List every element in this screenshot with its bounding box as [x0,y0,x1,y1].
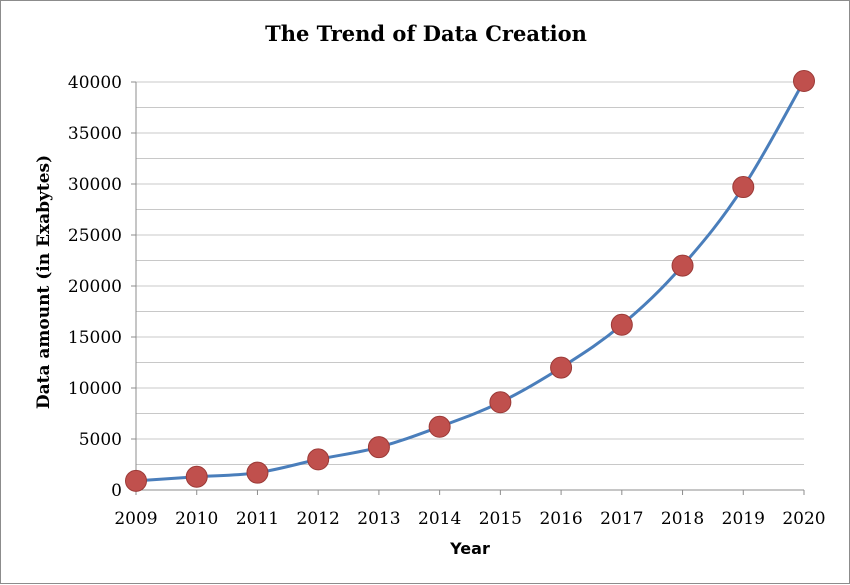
series [135,80,806,483]
y-tick-label: 10000 [68,379,122,399]
x-tick-labels: 2009 2010 2011 2012 2013 2014 2015 2016 2017 2018… [114,509,825,529]
series-line [135,80,806,483]
y-tick-labels: 0 5000 10000 15000 20000 25000 30000 35000 40000 [68,73,122,501]
data-point [793,69,815,92]
data-point [246,461,269,484]
x-axis-label: Year [449,539,490,558]
data-point [367,436,390,459]
x-tick-label: 2015 [479,509,522,529]
markers [125,69,815,492]
x-tick-label: 2009 [114,509,157,529]
y-tick-label: 35000 [68,124,122,144]
x-tick-label: 2016 [539,509,582,529]
y-tick-label: 5000 [79,430,122,450]
x-tick-label: 2013 [357,509,400,529]
data-point [732,176,755,199]
x-tick-label: 2012 [297,509,340,529]
axes [131,81,805,495]
data-point [307,448,330,471]
data-point [671,254,694,277]
x-tick-label: 2014 [418,509,461,529]
y-tick-label: 15000 [68,328,122,348]
data-point [550,356,573,379]
x-tick-label: 2011 [236,509,279,529]
data-point [489,391,512,414]
y-axis-label: Data amount (in Exabytes) [34,155,54,409]
x-tick-label: 2020 [782,509,825,529]
data-point [428,415,451,438]
data-point [610,313,633,336]
x-tick-label: 2010 [175,509,218,529]
x-tick-label: 2019 [722,509,765,529]
data-point [185,465,208,488]
gridlines [136,81,804,465]
y-tick-label: 40000 [68,73,122,93]
chart-title: The Trend of Data Creation [265,21,587,46]
x-tick-label: 2018 [661,509,704,529]
x-tick-label: 2017 [600,509,643,529]
y-tick-label: 25000 [68,226,122,246]
y-tick-label: 30000 [68,175,122,195]
data-point [125,469,147,492]
y-tick-label: 20000 [68,277,122,297]
y-tick-label: 0 [111,481,122,501]
